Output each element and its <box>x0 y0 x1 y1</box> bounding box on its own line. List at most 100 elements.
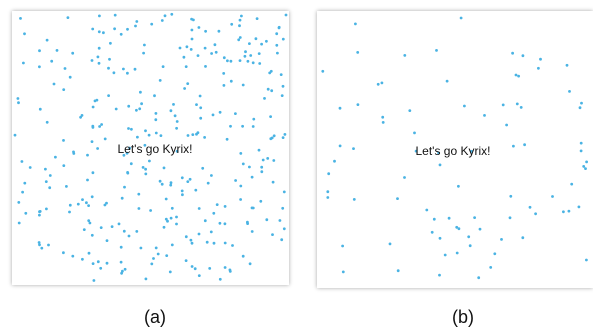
scatter-dot <box>478 227 482 231</box>
scatter-dot <box>269 69 273 73</box>
scatter-dot <box>110 225 114 229</box>
scatter-dot <box>568 90 571 93</box>
scatter-dot <box>188 177 192 181</box>
scatter-dot <box>197 207 201 210</box>
scatter-dot <box>190 241 194 245</box>
scatter-dot <box>445 79 449 83</box>
scatter-dot <box>164 197 168 201</box>
scatter-dot <box>48 186 52 190</box>
scatter-dot <box>169 181 173 185</box>
scatter-dot <box>326 196 330 199</box>
scatter-dot <box>85 201 88 205</box>
scatter-dot <box>144 129 147 133</box>
scatter-dot <box>180 189 184 193</box>
scatter-dot <box>169 183 173 187</box>
scatter-dot <box>272 159 276 162</box>
scatter-dot <box>580 101 583 105</box>
scatter-dot <box>91 124 95 128</box>
scatter-dot <box>356 103 360 106</box>
scatter-dot <box>585 258 588 262</box>
scatter-dot <box>127 127 130 130</box>
scatter-dot <box>203 46 207 50</box>
scatter-dot <box>17 221 21 225</box>
scatter-dot <box>246 59 250 63</box>
scatter-dot <box>71 51 75 55</box>
scatter-dot <box>277 25 281 29</box>
scatter-dot <box>408 109 412 112</box>
scatter-dot <box>521 236 525 240</box>
scatter-dot <box>87 204 90 208</box>
scatter-dot <box>280 238 284 242</box>
scatter-dot <box>38 213 41 217</box>
scatter-dot <box>250 175 254 179</box>
scatter-dot <box>164 217 168 221</box>
scatter-dot <box>159 134 163 137</box>
scatter-dot <box>381 121 385 124</box>
scatter-dot <box>239 198 243 201</box>
scatter-dot <box>213 43 217 47</box>
scatter-dot <box>186 180 190 184</box>
scatter-canvas-b[interactable]: Let's go Kyrix! <box>317 11 593 288</box>
scatter-dot <box>514 73 518 77</box>
scatter-dot <box>197 274 201 277</box>
scatter-dot <box>191 133 195 136</box>
scatter-dot <box>180 176 184 180</box>
scatter-dot <box>234 179 238 182</box>
scatter-dot <box>459 16 463 20</box>
scatter-dot <box>71 254 75 258</box>
scatter-dot <box>269 115 272 118</box>
scatter-dot <box>121 269 124 273</box>
scatter-dot <box>381 115 385 119</box>
scatter-dot <box>537 66 540 70</box>
scatter-dot <box>169 109 173 113</box>
scatter-dot <box>467 235 471 239</box>
scatter-dot <box>272 134 276 138</box>
scatter-dot <box>147 133 151 137</box>
scatter-dot <box>178 46 182 50</box>
scatter-dot <box>562 210 565 214</box>
scatter-canvas-a[interactable]: Let's go Kyrix! <box>12 11 289 285</box>
scatter-dot <box>241 254 245 258</box>
scatter-dot <box>154 112 158 115</box>
scatter-dot <box>223 241 227 245</box>
scatter-dot <box>271 180 275 184</box>
scatter-dot <box>65 185 68 188</box>
scatter-dot <box>162 225 166 229</box>
scatter-dot <box>483 114 486 117</box>
scatter-dot <box>119 32 123 36</box>
scatter-dot <box>81 198 84 202</box>
scatter-dot <box>579 141 583 145</box>
scatter-dot <box>259 199 263 203</box>
scatter-dot <box>214 50 218 54</box>
scatter-dot <box>196 131 200 135</box>
scatter-dot <box>565 63 569 67</box>
scatter-dot <box>223 205 227 208</box>
scatter-dot <box>169 216 173 220</box>
scatter-dot <box>22 61 25 65</box>
scatter-dot <box>237 38 241 42</box>
scatter-dot <box>175 215 178 219</box>
scatter-dot <box>222 56 226 60</box>
scatter-dot <box>223 222 227 226</box>
scatter-dot <box>112 71 116 75</box>
scatter-dot <box>96 147 99 150</box>
scatter-dot <box>173 114 177 118</box>
scatter-dot <box>222 84 226 87</box>
scatter-dot <box>275 32 279 36</box>
scatter-dot <box>158 179 162 183</box>
scatter-dot <box>508 216 512 220</box>
scatter-dot <box>163 14 167 18</box>
scatter-dot <box>38 107 42 111</box>
scatter-dot <box>139 90 142 94</box>
scatter-dot <box>388 242 392 246</box>
scatter-dot <box>92 279 96 282</box>
scatter-dot <box>127 234 131 238</box>
scatter-dot <box>87 251 91 255</box>
scatter-dot <box>109 41 112 45</box>
scatter-dot <box>175 126 179 130</box>
scatter-dot <box>222 72 226 75</box>
scatter-dot <box>228 270 232 273</box>
scatter-dot <box>137 192 141 196</box>
scatter-dot <box>205 240 209 244</box>
scatter-dot <box>144 167 148 171</box>
